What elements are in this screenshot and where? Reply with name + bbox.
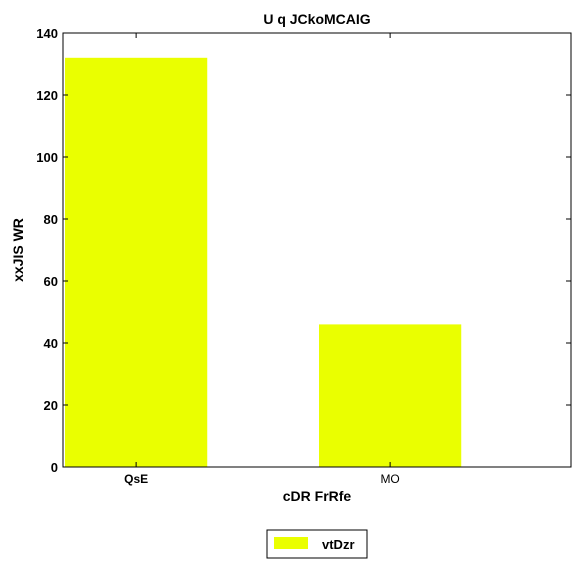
- x-axis: QsE MO: [124, 33, 400, 486]
- chart-title: U q JCkoMCAIG: [263, 11, 370, 27]
- y-tick-label: 60: [44, 274, 58, 289]
- y-axis: 0 20 40 60 80 100 120 140: [36, 26, 571, 475]
- bar-qse: [65, 57, 208, 468]
- y-tick-label: 100: [36, 150, 58, 165]
- legend-label: vtDzr: [322, 537, 355, 552]
- y-tick-label: 0: [51, 460, 58, 475]
- y-tick-label: 80: [44, 212, 58, 227]
- x-tick-label: QsE: [124, 472, 148, 486]
- bars-group: [65, 57, 462, 468]
- y-tick-label: 120: [36, 88, 58, 103]
- y-axis-label: xxJIS WR: [10, 218, 26, 282]
- y-tick-label: 140: [36, 26, 58, 41]
- y-tick-label: 20: [44, 398, 58, 413]
- plot-area-frame: [62, 32, 572, 468]
- x-axis-label: cDR FrRfe: [283, 488, 352, 504]
- legend-swatch: [274, 537, 308, 549]
- bar-mo: [319, 324, 462, 467]
- x-tick-label: MO: [380, 472, 399, 486]
- y-tick-label: 40: [44, 336, 58, 351]
- legend: vtDzr: [266, 529, 368, 559]
